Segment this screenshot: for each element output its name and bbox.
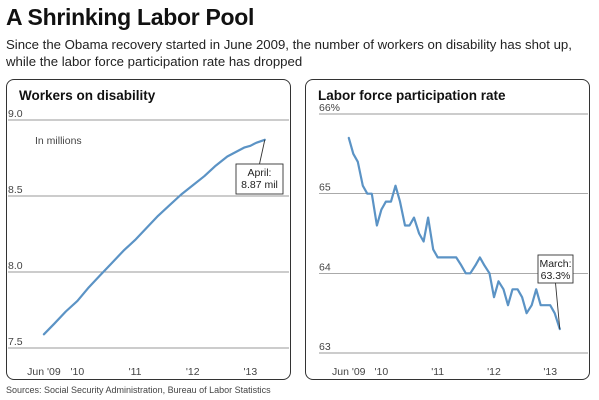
disability-chart-panel: Workers on disability 9.0 8.5 8.0 7.5 Jun '0… [6, 79, 291, 380]
series-line [347, 136, 561, 331]
x-tick-label: Jun '09 [332, 366, 366, 378]
source-note: Sources: Social Security Administration,… [6, 385, 271, 395]
y-tick-label: 8.5 [8, 184, 23, 196]
participation-chart-panel: Labor force participation rate 66% 65 64 63… [305, 79, 590, 380]
headline: A Shrinking Labor Pool [6, 4, 255, 30]
chart-title-participation: Labor force participation rate [318, 88, 506, 103]
annotation-label: 63.3% [541, 270, 571, 282]
annotation-pointer [259, 139, 266, 165]
x-tick-label: '13 [244, 366, 258, 378]
disability-chart: 9.0 8.5 8.0 7.5 Jun '09 '10 '11 '12 '13 In millio… [8, 108, 289, 378]
annotation-box [537, 254, 574, 284]
series-line [42, 138, 266, 336]
annotation-label: 8.87 mil [241, 179, 278, 191]
x-tick-label: '12 [487, 366, 501, 378]
y-tick-label: 8.0 [8, 260, 23, 272]
y-tick-label: 63 [319, 341, 331, 353]
annotation-box [235, 163, 284, 195]
annotation-pointer [555, 282, 561, 330]
y-tick-label: 9.0 [8, 108, 23, 120]
x-tick-label: '11 [129, 366, 142, 378]
x-tick-label: '11 [431, 366, 444, 378]
chart-title-disability: Workers on disability [19, 88, 156, 103]
y-tick-label: 65 [319, 182, 331, 194]
unit-note: In millions [35, 135, 82, 147]
x-tick-label: '12 [186, 366, 200, 378]
x-tick-label: Jun '09 [27, 366, 61, 378]
y-tick-label: 64 [319, 261, 331, 273]
y-tick-label: 7.5 [8, 336, 23, 348]
annotation-label: March: [539, 258, 571, 270]
participation-chart: 66% 65 64 63 Jun '09 '10 '11 '12 '13 March:63.3% [319, 102, 588, 378]
x-tick-label: '10 [71, 366, 85, 378]
x-tick-label: '13 [543, 366, 557, 378]
y-tick-label: 66% [319, 102, 340, 114]
subhead: Since the Obama recovery started in June… [6, 37, 572, 69]
x-tick-label: '10 [375, 366, 389, 378]
annotation-label: April: [248, 167, 272, 179]
